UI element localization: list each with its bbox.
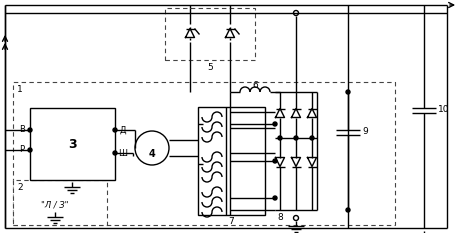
Text: 2: 2 [17, 182, 23, 192]
Text: Д: Д [120, 126, 126, 134]
Circle shape [273, 196, 277, 200]
Circle shape [278, 136, 282, 140]
Bar [198, 107, 265, 215]
Circle shape [28, 148, 32, 152]
Text: 4: 4 [148, 149, 155, 159]
Text: Р: Р [19, 145, 24, 154]
Bar [13, 82, 395, 225]
Circle shape [113, 151, 117, 155]
Text: 5: 5 [207, 62, 213, 72]
Text: 6: 6 [252, 80, 258, 89]
Circle shape [28, 128, 32, 132]
Text: 1: 1 [17, 85, 23, 93]
Bar [30, 108, 115, 180]
Text: "Л / З": "Л / З" [41, 201, 69, 209]
Circle shape [294, 136, 298, 140]
Circle shape [273, 159, 277, 163]
Bar [165, 8, 255, 60]
Text: 10: 10 [438, 106, 449, 114]
Circle shape [273, 122, 277, 126]
Text: 9: 9 [362, 127, 368, 137]
Text: Ш: Ш [118, 148, 128, 158]
Circle shape [346, 90, 350, 94]
Circle shape [113, 128, 117, 132]
Circle shape [310, 136, 314, 140]
Text: 8: 8 [277, 213, 283, 223]
Text: 7: 7 [229, 217, 234, 226]
Text: В: В [19, 126, 25, 134]
Text: 3: 3 [68, 137, 77, 151]
Bar [13, 180, 107, 225]
Circle shape [346, 208, 350, 212]
